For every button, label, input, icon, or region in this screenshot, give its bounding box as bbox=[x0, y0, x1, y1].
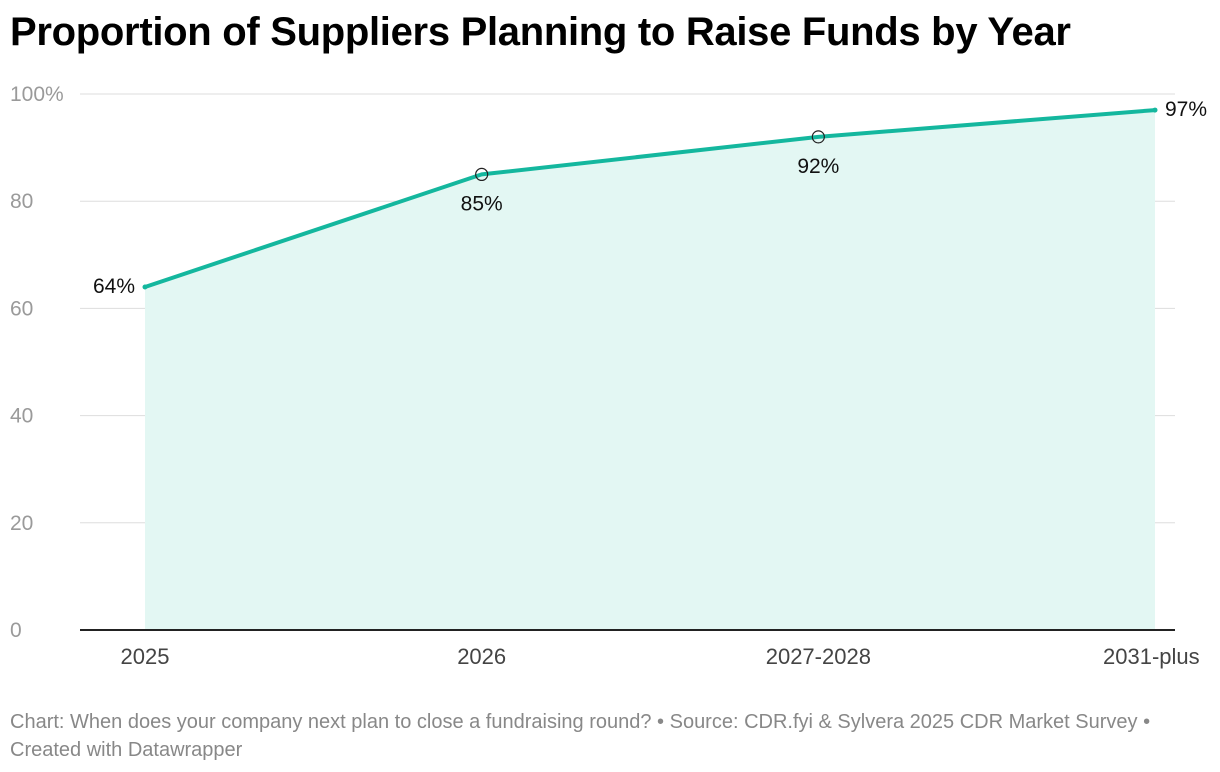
labels: 64% 85% 92% 97% bbox=[93, 98, 1207, 298]
x-tick-label-2027-2028: 2027-2028 bbox=[766, 644, 871, 669]
x-tick-label-2025: 2025 bbox=[121, 644, 170, 669]
y-tick-label-80: 80 bbox=[10, 190, 33, 213]
data-point-1 bbox=[475, 167, 489, 181]
chart-title: Proportion of Suppliers Planning to Rais… bbox=[10, 10, 1071, 54]
y-tick-label-0: 0 bbox=[10, 619, 22, 642]
area-fill bbox=[145, 110, 1155, 630]
data-point-0 bbox=[142, 284, 148, 290]
data-label-2: 92% bbox=[797, 155, 839, 178]
data-point-2 bbox=[811, 130, 825, 144]
series-line bbox=[143, 108, 1157, 289]
y-tick-label-100: 100% bbox=[10, 83, 64, 106]
area-layer bbox=[143, 108, 1157, 630]
y-tick-label-40: 40 bbox=[10, 405, 33, 428]
data-label-1: 85% bbox=[461, 192, 503, 215]
data-point-3 bbox=[1152, 107, 1158, 113]
chart-footer: Chart: When does your company next plan … bbox=[10, 711, 1151, 761]
x-tick-label-2026: 2026 bbox=[457, 644, 506, 669]
data-label-3: 97% bbox=[1165, 98, 1207, 121]
data-label-0: 64% bbox=[93, 275, 135, 298]
y-tick-label-60: 60 bbox=[10, 297, 33, 320]
y-tick-label-20: 20 bbox=[10, 512, 33, 535]
axes: 0 20 40 60 80 100% 2025 2026 2027-2028 2031-plus bbox=[10, 83, 1200, 669]
x-tick-label-2031-plus: 2031-plus bbox=[1103, 644, 1200, 669]
